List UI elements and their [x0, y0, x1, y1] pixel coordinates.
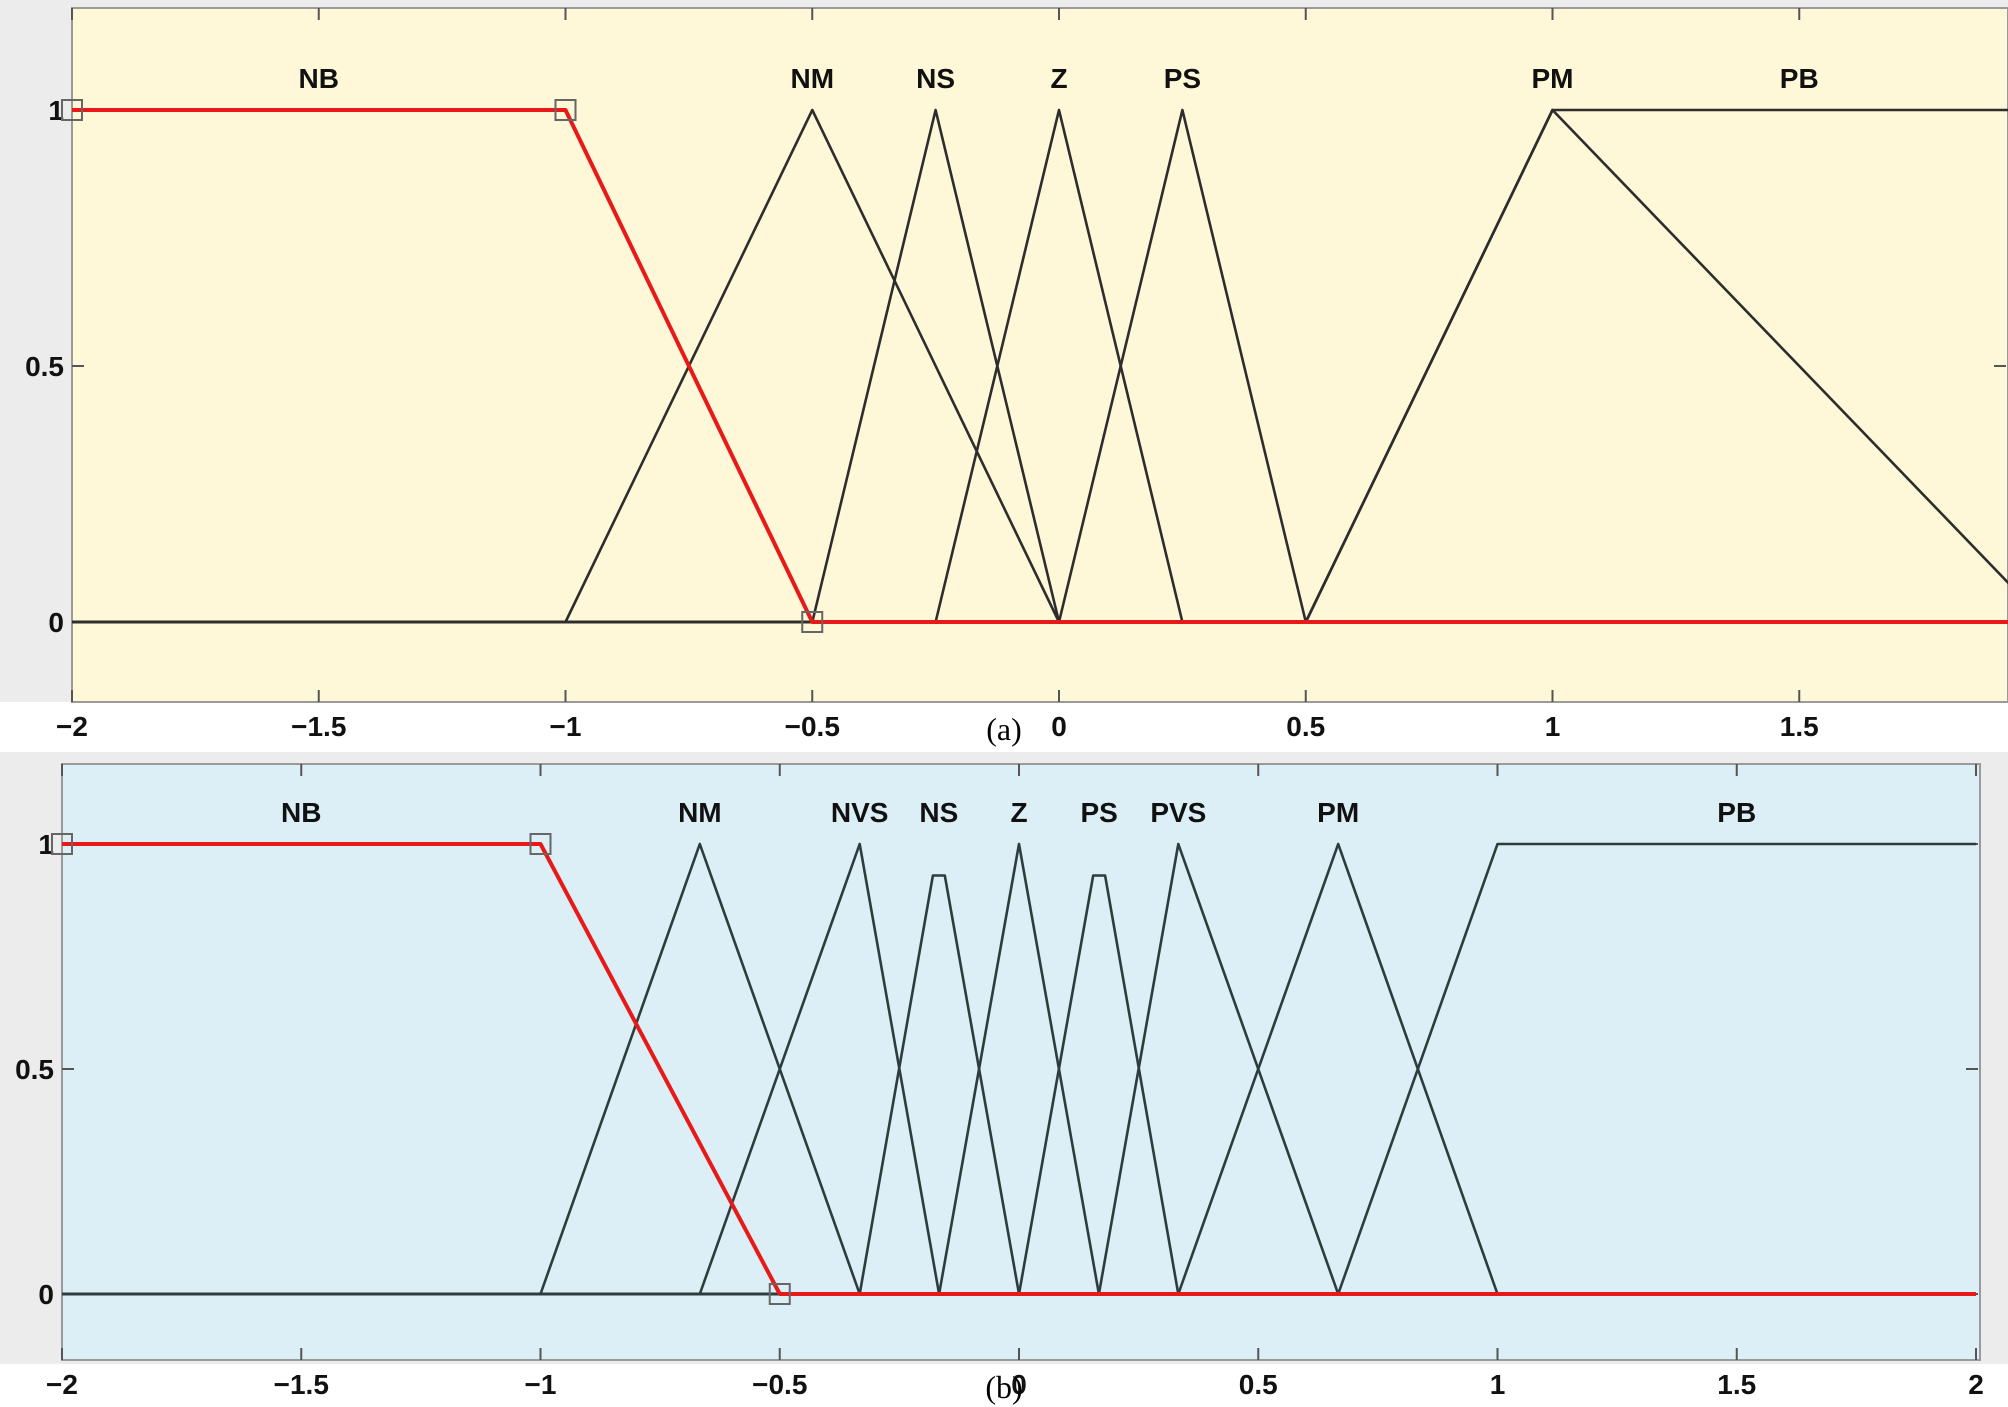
- membership-curves: [72, 108, 2008, 624]
- x-tick-label: 2: [1968, 1369, 1984, 1400]
- x-tick-label: 1: [1490, 1369, 1506, 1400]
- caption-b: (b): [985, 1369, 1022, 1405]
- y-tick-label: 1: [48, 95, 64, 126]
- x-tick-label: 0.5: [1286, 711, 1325, 742]
- curve-nb[interactable]: [72, 108, 2008, 624]
- y-tick-label: 0: [38, 1279, 54, 1310]
- x-tick-label: 0: [1011, 1369, 1027, 1400]
- caption-a: (a): [986, 711, 1022, 747]
- y-tick-label: 1: [38, 829, 54, 860]
- x-tick-label: −1.5: [291, 711, 346, 742]
- vertex-handle[interactable]: [529, 833, 552, 855]
- y-tick-label: 0.5: [25, 351, 64, 382]
- vertex-handle[interactable]: [51, 833, 73, 855]
- x-tick-label: −2: [56, 711, 88, 742]
- series-label-ps: PS: [1080, 797, 1117, 828]
- series-label-pm: PM: [1532, 63, 1574, 94]
- plot-area: [61, 763, 1981, 1361]
- curve-pb[interactable]: [62, 842, 1976, 1296]
- series-label-ns: NS: [916, 63, 955, 94]
- plot-area: [71, 7, 2008, 703]
- series-label-ns: NS: [919, 797, 958, 828]
- x-tick-label: −2: [46, 1369, 78, 1400]
- vertex-handle[interactable]: [554, 99, 577, 121]
- series-label-nb: NB: [299, 63, 339, 94]
- series-label-pm: PM: [1317, 797, 1359, 828]
- series-label-pb: PB: [1717, 797, 1756, 828]
- curve-pb[interactable]: [72, 108, 2008, 624]
- curve-nb[interactable]: [62, 842, 1976, 1296]
- chart-a: −2 −1.5 −1 −0.5 0 0.5 1 1.5 0 0.5 1 NB NM NS Z PS PM PB: [0, 0, 2008, 742]
- x-tick-label: −0.5: [785, 711, 840, 742]
- chart-b: −2 −1.5 −1 −0.5 0 0.5 1 1.5 2 0 0.5 1 NB NM NVS NS Z PS PV…: [0, 752, 2008, 1400]
- vertex-handle[interactable]: [801, 611, 824, 633]
- series-label-nm: NM: [678, 797, 722, 828]
- series-label-ps: PS: [1164, 63, 1201, 94]
- x-tick-label: 1.5: [1717, 1369, 1756, 1400]
- series-label-nm: NM: [790, 63, 834, 94]
- vertex-handle[interactable]: [768, 1283, 791, 1305]
- x-tick-label: −1: [550, 711, 582, 742]
- vertex-handle[interactable]: [61, 99, 83, 121]
- membership-curves: [62, 842, 1976, 1296]
- series-label-z: Z: [1050, 63, 1067, 94]
- x-tick-label: 1.5: [1780, 711, 1819, 742]
- x-tick-label: 0.5: [1239, 1369, 1278, 1400]
- y-tick-label: 0.5: [15, 1054, 54, 1085]
- series-label-pvs: PVS: [1150, 797, 1206, 828]
- x-tick-label: −0.5: [752, 1369, 807, 1400]
- x-tick-label: −1.5: [274, 1369, 329, 1400]
- series-label-z: Z: [1010, 797, 1027, 828]
- x-tick-label: −1: [525, 1369, 557, 1400]
- x-tick-label: 1: [1545, 711, 1561, 742]
- series-label-pb: PB: [1780, 63, 1819, 94]
- series-label-nb: NB: [281, 797, 321, 828]
- x-tick-label: 0: [1051, 711, 1067, 742]
- series-label-nvs: NVS: [831, 797, 889, 828]
- y-tick-label: 0: [48, 607, 64, 638]
